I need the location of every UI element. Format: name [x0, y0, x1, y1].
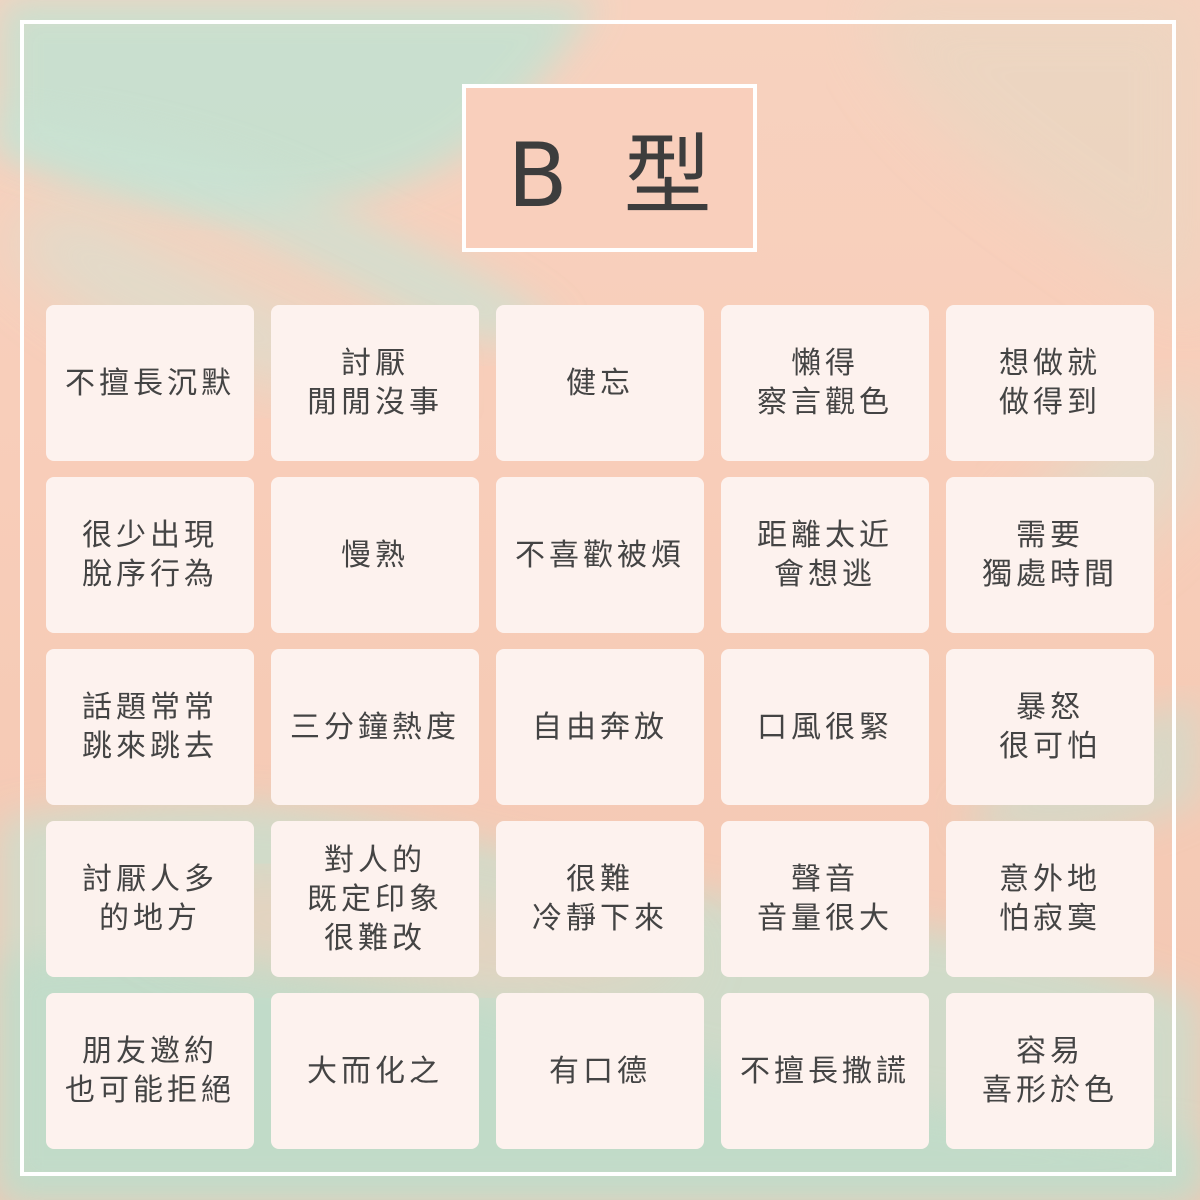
trait-card-text-line: 很難改 — [324, 920, 426, 956]
trait-card: 想做就 做得到 — [946, 305, 1154, 461]
trait-card-text-line: 怕寂寞 — [999, 901, 1101, 936]
trait-card: 大而化之 — [271, 993, 479, 1149]
trait-card: 討厭人多 的地方 — [46, 821, 254, 977]
trait-card-text-line: 自由奔放 — [532, 709, 668, 745]
trait-card-text-line: 跳來跳去 — [82, 729, 218, 764]
trait-card-text-line: 慢熟 — [341, 537, 409, 573]
trait-card-text-line: 有口德 — [549, 1053, 651, 1089]
trait-card: 討厭 閒閒沒事 — [271, 305, 479, 461]
trait-card: 容易 喜形於色 — [946, 993, 1154, 1149]
trait-card-text-line: 察言觀色 — [757, 385, 893, 420]
trait-card: 慢熟 — [271, 477, 479, 633]
trait-card-text-line: 暴怒 — [1016, 690, 1084, 725]
trait-card: 話題常常 跳來跳去 — [46, 649, 254, 805]
trait-card: 口風很緊 — [721, 649, 929, 805]
trait-card-text-line: 不擅長撒謊 — [740, 1053, 910, 1089]
trait-card-text-line: 意外地 — [999, 862, 1101, 897]
page-title: B 型 — [507, 123, 726, 227]
trait-card-text-line: 喜形於色 — [982, 1073, 1118, 1108]
trait-card-text-line: 討厭人多 — [82, 862, 218, 897]
trait-card-text-line: 會想逃 — [774, 557, 876, 592]
trait-card-text-line: 很可怕 — [999, 729, 1101, 764]
trait-card: 不擅長撒謊 — [721, 993, 929, 1149]
trait-card-text-line: 做得到 — [999, 385, 1101, 420]
trait-card: 對人的 既定印象 很難改 — [271, 821, 479, 977]
trait-card: 朋友邀約 也可能拒絕 — [46, 993, 254, 1149]
trait-card: 有口德 — [496, 993, 704, 1149]
trait-card-text-line: 不喜歡被煩 — [515, 537, 685, 573]
trait-card: 暴怒 很可怕 — [946, 649, 1154, 805]
trait-card: 聲音 音量很大 — [721, 821, 929, 977]
trait-card: 很少出現 脫序行為 — [46, 477, 254, 633]
trait-card: 不擅長沉默 — [46, 305, 254, 461]
trait-card-text-line: 口風很緊 — [757, 709, 893, 745]
outer-frame — [20, 20, 1176, 1176]
trait-card-text-line: 音量很大 — [757, 901, 893, 936]
trait-card: 很難 冷靜下來 — [496, 821, 704, 977]
trait-card-text-line: 脫序行為 — [82, 557, 218, 592]
trait-card: 需要 獨處時間 — [946, 477, 1154, 633]
trait-card: 健忘 — [496, 305, 704, 461]
trait-card: 自由奔放 — [496, 649, 704, 805]
trait-card-text-line: 需要 — [1016, 518, 1084, 553]
trait-card-text-line: 話題常常 — [82, 690, 218, 725]
trait-card: 三分鐘熱度 — [271, 649, 479, 805]
trait-card: 不喜歡被煩 — [496, 477, 704, 633]
trait-card: 意外地 怕寂寞 — [946, 821, 1154, 977]
trait-card: 距離太近 會想逃 — [721, 477, 929, 633]
trait-card-text-line: 對人的 — [324, 842, 426, 878]
trait-card-text-line: 容易 — [1016, 1034, 1084, 1069]
trait-card-text-line: 閒閒沒事 — [307, 385, 443, 420]
trait-card-text-line: 想做就 — [999, 346, 1101, 381]
trait-card-text-line: 距離太近 — [757, 518, 893, 553]
title-box: B 型 — [462, 84, 757, 252]
trait-card-text-line: 不擅長沉默 — [65, 365, 235, 401]
trait-card: 懶得 察言觀色 — [721, 305, 929, 461]
trait-card-text-line: 聲音 — [791, 862, 859, 897]
trait-card-text-line: 大而化之 — [307, 1053, 443, 1089]
trait-card-text-line: 朋友邀約 — [82, 1034, 218, 1069]
trait-card-text-line: 三分鐘熱度 — [290, 709, 460, 745]
trait-grid: 不擅長沉默 討厭 閒閒沒事 健忘 懶得 察言觀色 想做就 做得到 很少出現 脫序行為 慢熟 不喜歡被煩… — [46, 305, 1154, 1149]
trait-card-text-line: 健忘 — [566, 365, 634, 401]
trait-card-text-line: 的地方 — [99, 901, 201, 936]
trait-card-text-line: 很難 — [566, 862, 634, 897]
trait-card-text-line: 既定印象 — [307, 881, 443, 917]
trait-card-text-line: 討厭 — [341, 346, 409, 381]
trait-card-text-line: 也可能拒絕 — [65, 1073, 235, 1108]
trait-card-text-line: 冷靜下來 — [532, 901, 668, 936]
trait-card-text-line: 獨處時間 — [982, 557, 1118, 592]
trait-card-text-line: 很少出現 — [82, 518, 218, 553]
trait-card-text-line: 懶得 — [791, 346, 859, 381]
